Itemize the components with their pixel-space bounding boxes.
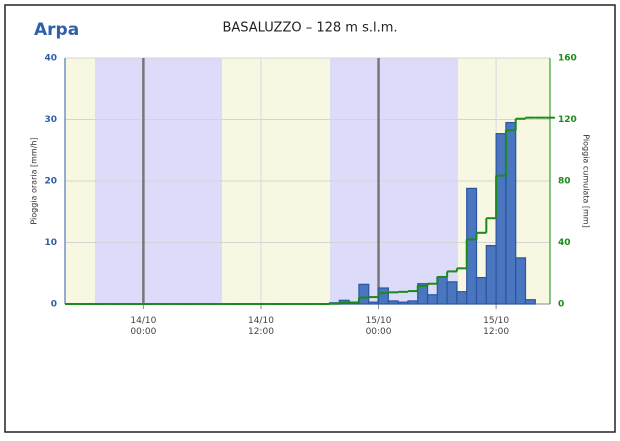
bar xyxy=(475,276,487,305)
x-tick-label: 15/10 12:00 xyxy=(483,316,509,337)
y2-tick-label: 160 xyxy=(558,54,577,64)
bar xyxy=(436,276,448,305)
bar xyxy=(397,301,409,305)
bar xyxy=(368,301,380,305)
bar xyxy=(377,287,389,305)
y-tick-label: 20 xyxy=(44,177,57,187)
bar xyxy=(466,187,478,305)
y2-axis-label: Pioggia cumulata [mm] xyxy=(582,134,591,227)
x-tick-label: 14/10 00:00 xyxy=(130,316,156,337)
x-tick-label: 14/10 12:00 xyxy=(248,316,274,337)
bar xyxy=(495,133,507,305)
y2-tick-label: 120 xyxy=(558,115,577,125)
y-axis-label: Pioggia oraria [mm/h] xyxy=(30,137,39,224)
bar xyxy=(407,300,419,305)
bar xyxy=(426,294,438,305)
bar xyxy=(505,121,517,305)
bar xyxy=(456,291,468,305)
bar xyxy=(515,257,527,305)
bar xyxy=(485,244,497,305)
bar xyxy=(417,283,429,305)
y2-tick-label: 80 xyxy=(558,177,571,187)
logo: Arpa xyxy=(34,20,79,40)
x-tick-label: 15/10 00:00 xyxy=(366,316,392,337)
y-tick-label: 30 xyxy=(44,115,57,125)
bar xyxy=(524,299,536,305)
bar xyxy=(387,300,399,305)
y2-tick-label: 40 xyxy=(558,238,571,248)
y-tick-label: 10 xyxy=(44,238,57,248)
y-tick-label: 0 xyxy=(51,300,57,310)
y-tick-label: 40 xyxy=(44,54,57,64)
bar xyxy=(358,283,370,305)
chart-title: BASALUZZO – 128 m s.l.m. xyxy=(222,21,397,36)
y2-tick-label: 0 xyxy=(558,300,564,310)
bar xyxy=(446,281,458,305)
